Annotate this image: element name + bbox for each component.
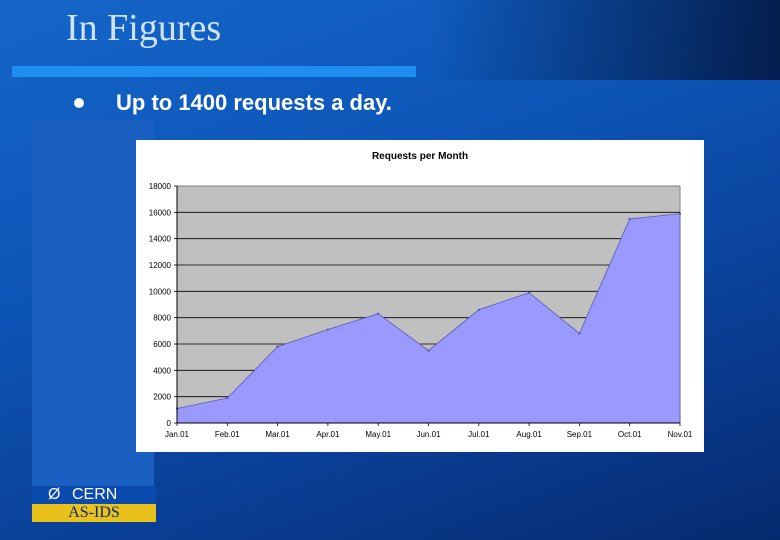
data-point-Aug.01 <box>527 291 531 294</box>
x-tick-label-7: Aug.01 <box>516 430 542 439</box>
data-point-Jul.01 <box>477 308 480 311</box>
data-point-Mar.01 <box>276 345 279 348</box>
chart-title: Requests per Month <box>372 151 468 162</box>
y-tick-label-6: 12000 <box>149 261 172 270</box>
cern-logo-icon: Ø <box>48 486 61 503</box>
x-tick-label-0: Jan.01 <box>165 430 190 439</box>
chart-frame: 0 2000 4000 6000 8000 10000 12000 14000 16000 180… <box>136 140 704 452</box>
y-tick-label-0: 0 <box>167 419 172 428</box>
y-tick-label-2: 4000 <box>153 366 171 375</box>
y-tick-label-5: 10000 <box>149 287 172 296</box>
data-point-Oct.01 <box>628 217 631 221</box>
slide-title: In Figures <box>66 7 222 49</box>
data-point-Sep.01 <box>578 332 581 335</box>
requests-chart: 0 2000 4000 6000 8000 10000 12000 14000 16000 180… <box>149 151 693 439</box>
data-point-Nov.01 <box>678 212 682 215</box>
x-tick-label-10: Nov.01 <box>668 430 693 439</box>
bullet-text: Up to 1400 requests a day. <box>116 90 392 115</box>
series-area <box>176 213 681 424</box>
data-point-Apr.01 <box>326 328 330 331</box>
x-tick-label-6: Jul.01 <box>468 430 490 439</box>
bullet-icon <box>74 98 84 108</box>
y-tick-label-8: 16000 <box>149 208 172 217</box>
x-tick-label-9: Oct.01 <box>618 430 642 439</box>
y-tick-label-7: 14000 <box>149 235 172 244</box>
group-label: AS-IDS <box>32 504 156 522</box>
x-tick-label-4: May.01 <box>365 430 391 439</box>
cern-logo: Ø CERN AS-IDS <box>32 486 156 522</box>
x-tick-label-3: Apr.01 <box>316 430 340 439</box>
x-tick-label-5: Jun.01 <box>416 430 441 439</box>
y-tick-label-9: 18000 <box>149 182 172 191</box>
x-tick-label-8: Sep.01 <box>567 430 593 439</box>
x-tick-label-1: Feb.01 <box>215 430 240 439</box>
data-point-Feb.01 <box>226 396 229 400</box>
cern-label: CERN <box>72 486 118 503</box>
left-accent-bar <box>32 120 154 490</box>
y-tick-label-3: 6000 <box>153 340 171 349</box>
data-point-May.01 <box>377 312 380 315</box>
y-tick-label-4: 8000 <box>153 314 171 323</box>
data-point-Jun.01 <box>427 349 430 352</box>
x-tick-label-2: Mar.01 <box>265 430 290 439</box>
title-underline <box>12 66 416 77</box>
y-tick-label-1: 2000 <box>153 393 171 402</box>
